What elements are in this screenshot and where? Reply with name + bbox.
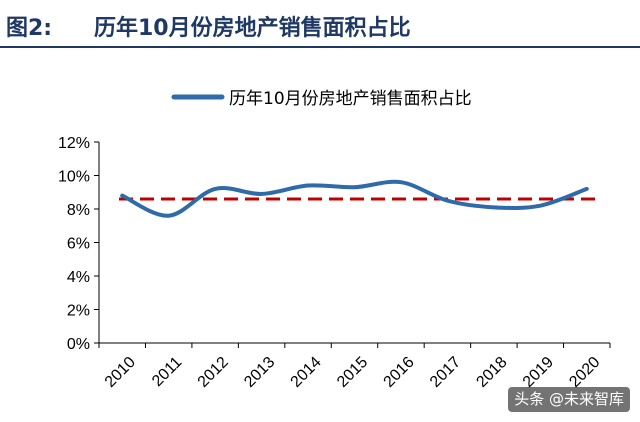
- y-tick-label: 6%: [67, 236, 90, 253]
- y-tick-label: 12%: [58, 135, 90, 152]
- y-tick-label: 0%: [67, 336, 90, 353]
- x-tick-label: 2011: [149, 354, 185, 390]
- x-tick-label: 2015: [334, 354, 371, 391]
- x-tick-label: 2010: [102, 354, 139, 391]
- y-tick-label: 2%: [67, 303, 90, 320]
- figure-label: 图2:: [6, 16, 53, 41]
- x-tick-label: 2016: [381, 354, 418, 391]
- y-tick-label: 4%: [67, 269, 90, 286]
- x-tick-label: 2014: [288, 354, 325, 391]
- x-tick-label: 2019: [520, 354, 557, 391]
- x-tick-label: 2013: [241, 354, 278, 391]
- y-tick-label: 10%: [58, 169, 90, 186]
- x-tick-label: 2017: [427, 354, 464, 391]
- title-bar: 图2: 历年10月份房地产销售面积占比: [0, 0, 640, 48]
- x-tick-label: 2020: [566, 354, 603, 391]
- chart-title: 历年10月份房地产销售面积占比: [94, 16, 411, 41]
- x-tick-label: 2018: [473, 354, 510, 391]
- y-tick-label: 8%: [67, 202, 90, 219]
- x-tick-label: 2012: [195, 354, 232, 391]
- watermark: 头条 @未来智库: [508, 387, 630, 412]
- legend-label: 历年10月份房地产销售面积占比: [229, 89, 472, 109]
